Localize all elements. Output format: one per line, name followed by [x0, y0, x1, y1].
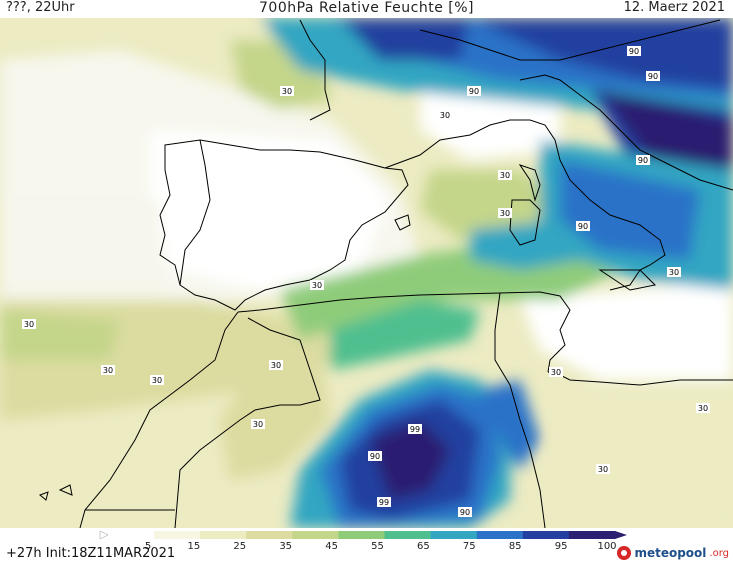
contour-label: 99 [377, 497, 391, 507]
contour-label: 90 [646, 71, 660, 81]
legend-swatch [522, 531, 570, 539]
svg-text:30: 30 [271, 361, 281, 370]
forecast-time: ???, 22Uhr [6, 0, 75, 15]
contour-label: 30 [22, 319, 36, 329]
contour-label: 30 [150, 375, 164, 385]
legend-tick-label: 95 [554, 541, 568, 552]
legend-colorbar [99, 530, 627, 540]
contour-label: 99 [408, 424, 422, 434]
contour-label: 30 [280, 86, 294, 96]
svg-text:30: 30 [440, 111, 450, 120]
contour-label: 90 [458, 507, 472, 517]
svg-text:99: 99 [410, 425, 420, 434]
contour-label: 90 [627, 46, 641, 56]
logo-icon [617, 546, 632, 560]
map-title: 700hPa Relative Feuchte [%] [259, 0, 474, 16]
legend-tick-label: 45 [325, 541, 338, 552]
contour-label: 30 [310, 280, 324, 290]
legend-swatch [200, 531, 247, 539]
map-svg: 30 30 30 30 30 30 30 30 30 30 30 30 30 3… [0, 18, 733, 528]
contour-label: 30 [549, 367, 563, 377]
contour-label: 30 [101, 365, 115, 375]
svg-text:90: 90 [460, 508, 470, 517]
svg-text:30: 30 [500, 209, 510, 218]
contour-label: 30 [498, 170, 512, 180]
contour-label: 30 [696, 403, 710, 413]
svg-text:30: 30 [253, 420, 263, 429]
legend-swatch [384, 531, 432, 539]
header: ???, 22Uhr 700hPa Relative Feuchte [%] 1… [0, 0, 733, 18]
svg-text:30: 30 [152, 376, 162, 385]
legend-tick-label: 35 [279, 541, 293, 552]
legend-tick-label: 25 [233, 541, 247, 552]
logo-suffix: .org [709, 547, 729, 559]
init-time: +27h Init:18Z11MAR2021 [6, 546, 176, 561]
legend-swatch [476, 531, 524, 539]
legend-tick-label: 75 [462, 541, 476, 552]
svg-text:90: 90 [578, 222, 588, 231]
contour-label: 90 [576, 221, 590, 231]
contour-labels: 30 30 30 30 30 30 30 30 30 30 30 30 30 3… [22, 46, 710, 517]
svg-text:30: 30 [500, 171, 510, 180]
legend-right-arrow [615, 531, 627, 539]
contour-label: 30 [667, 267, 681, 277]
logo-text: meteopool [634, 546, 707, 560]
legend-swatch [338, 531, 386, 539]
legend-tick-label: 100 [597, 541, 617, 552]
contour-label: 90 [636, 155, 650, 165]
legend-tick-label: 5 [144, 541, 152, 552]
legend-swatch [246, 531, 293, 539]
legend-left-arrow [99, 530, 109, 540]
contour-label: 90 [467, 86, 481, 96]
svg-text:90: 90 [638, 156, 648, 165]
humidity-map: 30 30 30 30 30 30 30 30 30 30 30 30 30 3… [0, 18, 733, 528]
legend-tick-label: 15 [187, 541, 201, 552]
svg-text:90: 90 [648, 72, 658, 81]
color-legend: 5 15 25 35 45 55 65 75 85 95 100 [0, 528, 733, 566]
meteopool-logo[interactable]: meteopool .org [617, 546, 729, 560]
contour-label: 30 [498, 208, 512, 218]
contour-label: 30 [251, 419, 265, 429]
legend-swatch [292, 531, 339, 539]
legend-swatch [430, 531, 478, 539]
svg-text:30: 30 [103, 366, 113, 375]
svg-text:30: 30 [698, 404, 708, 413]
forecast-date: 12. Maerz 2021 [623, 0, 725, 15]
svg-text:30: 30 [24, 320, 34, 329]
svg-text:30: 30 [551, 368, 561, 377]
contour-label: 30 [438, 110, 452, 120]
svg-text:99: 99 [379, 498, 389, 507]
svg-text:30: 30 [282, 87, 292, 96]
svg-text:90: 90 [469, 87, 479, 96]
svg-text:30: 30 [312, 281, 322, 290]
contour-label: 30 [596, 464, 610, 474]
legend-swatch [108, 531, 155, 539]
legend-tick-label: 65 [417, 541, 430, 552]
contour-label: 90 [368, 451, 382, 461]
legend-swatch [154, 531, 201, 539]
coastlines [39, 19, 733, 528]
svg-text:90: 90 [629, 47, 639, 56]
svg-text:90: 90 [370, 452, 380, 461]
legend-swatch [568, 531, 616, 539]
svg-text:30: 30 [669, 268, 679, 277]
legend-tick-label: 55 [371, 541, 384, 552]
contour-label: 30 [269, 360, 283, 370]
svg-text:30: 30 [598, 465, 608, 474]
legend-tick-label: 85 [508, 541, 522, 552]
